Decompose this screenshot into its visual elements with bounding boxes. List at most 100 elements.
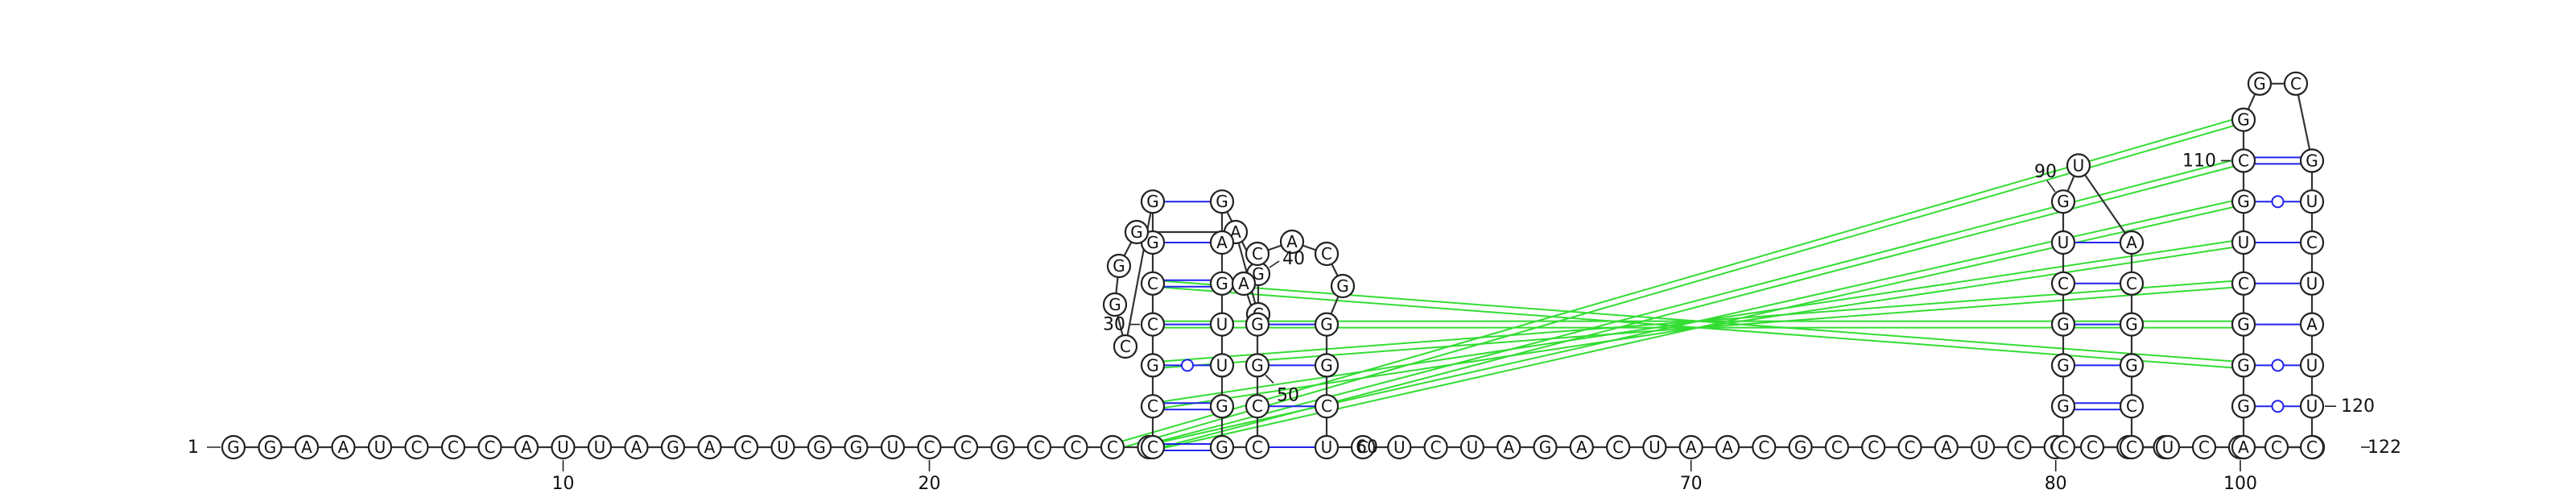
nucleotide: U: [1387, 434, 1412, 460]
nucleotide-circle: [551, 434, 576, 460]
nucleotide-letter: G: [1146, 233, 1159, 252]
nucleotide-circle: [1934, 434, 1959, 460]
nucleotide-circle: [697, 434, 722, 460]
nucleotide-circle: [1752, 434, 1777, 460]
nucleotide-letter: C: [2306, 233, 2318, 252]
nucleotide-circle: [1569, 434, 1594, 460]
nucleotide: C: [2264, 434, 2289, 460]
nucleotide-circle: [2050, 271, 2076, 296]
nucleotide-circle: [953, 434, 979, 460]
nucleotide-circle: [477, 434, 502, 460]
nucleotide: C: [1897, 434, 1922, 460]
nucleotide-letter: G: [2237, 192, 2250, 211]
nucleotide: A: [514, 434, 539, 460]
nucleotide-circle: [2299, 230, 2325, 255]
nucleotide-circle: [2119, 312, 2145, 337]
nucleotide-letter: C: [1120, 337, 1131, 356]
position-number: 50: [1277, 385, 1299, 405]
nucleotide: G: [2231, 312, 2256, 337]
nucleotide: G: [1209, 189, 1235, 214]
nucleotide: A: [2231, 434, 2256, 460]
nucleotide: C: [2231, 148, 2256, 173]
nucleotide-circle: [1824, 434, 1849, 460]
nucleotide-letter: C: [2198, 438, 2210, 457]
position-number: 20: [919, 474, 941, 494]
nucleotide-circle: [2050, 353, 2076, 378]
nucleotide: G: [2231, 189, 2256, 214]
nucleotide: G: [2231, 107, 2256, 132]
nucleotide-circle: [624, 434, 649, 460]
position-number: 110: [2182, 151, 2216, 171]
nucleotide-letter: C: [960, 438, 972, 457]
nucleotide-circle: [2283, 71, 2309, 96]
gu-pair-mark: [2271, 359, 2285, 372]
nucleotide: C: [1140, 394, 1166, 419]
position-number: 90: [2034, 162, 2057, 182]
nucleotide-letter: C: [1107, 438, 1118, 457]
nucleotide-circle: [1715, 434, 1740, 460]
nucleotide-letter: C: [1612, 438, 1624, 457]
nucleotide: U: [880, 434, 906, 460]
nucleotide-circle: [990, 434, 1015, 460]
nucleotide-circle: [2050, 230, 2076, 255]
nucleotide-circle: [2007, 434, 2032, 460]
nucleotide-letter: C: [1430, 438, 1442, 457]
nucleotide: C: [1063, 434, 1088, 460]
nucleotide-letter: C: [1905, 438, 1916, 457]
nucleotide-circle: [1788, 434, 1813, 460]
nucleotide-letter: G: [1252, 264, 1265, 284]
nucleotide-letter: G: [1113, 256, 1125, 276]
nucleotide-circle: [1140, 434, 1166, 460]
nucleotide: C: [2283, 71, 2309, 96]
nucleotide: G: [2050, 353, 2076, 378]
nucleotide-circle: [2119, 271, 2145, 296]
nucleotide-letter: U: [1977, 438, 1989, 457]
nucleotide: C: [1245, 394, 1270, 419]
nucleotide-letter: A: [338, 438, 349, 457]
nucleotide-letter: C: [1147, 396, 1158, 416]
nucleotide-circle: [2299, 271, 2325, 296]
nucleotide-circle: [1314, 312, 1340, 337]
nucleotide-letter: G: [2125, 315, 2138, 334]
nucleotide-letter: C: [924, 438, 935, 457]
nucleotide-circle: [514, 434, 539, 460]
nucleotide-circle: [2231, 353, 2256, 378]
nucleotide-letter: U: [777, 438, 789, 457]
nucleotide-circle: [1245, 434, 1270, 460]
nucleotide-circle: [2119, 230, 2145, 255]
nucleotide-letter: A: [521, 438, 532, 457]
nucleotide-circle: [733, 434, 759, 460]
nucleotide: C: [1314, 241, 1340, 267]
position-number: 10: [552, 474, 575, 494]
nucleotide-circle: [404, 434, 429, 460]
nucleotide-circle: [1100, 434, 1125, 460]
nucleotide-circle: [1330, 273, 1356, 299]
nucleotide-circle: [1209, 312, 1235, 337]
nucleotide-circle: [1314, 394, 1340, 419]
nucleotide-letter: G: [2237, 396, 2250, 416]
nucleotide-circle: [331, 434, 356, 460]
nucleotide-letter: C: [2058, 274, 2069, 293]
nucleotide: C: [2050, 434, 2076, 460]
nucleotide: G: [844, 434, 869, 460]
nucleotide-circle: [1245, 312, 1270, 337]
nucleotide: U: [1459, 434, 1485, 460]
nucleotide-letter: A: [1576, 438, 1587, 457]
nucleotide-letter: G: [2057, 192, 2070, 211]
nucleotide-letter: U: [2306, 396, 2318, 416]
nucleotide-letter: G: [1539, 438, 1552, 457]
nucleotide: A: [1231, 271, 1257, 297]
nucleotide-letter: C: [1252, 438, 1263, 457]
gu-pair-mark: [1181, 359, 1194, 372]
nucleotide: G: [1140, 353, 1166, 378]
nucleotide-letter: G: [227, 438, 240, 457]
nucleotide: A: [1279, 229, 1305, 255]
nucleotide: G: [2050, 312, 2076, 337]
nucleotide: C: [1245, 434, 1270, 460]
backbone-segment: [2294, 83, 2314, 161]
pseudoknot-line: [1112, 122, 2244, 451]
nucleotide-circle: [1245, 353, 1270, 378]
nucleotide-letter: G: [1108, 295, 1121, 314]
nucleotide-circle: [1140, 189, 1166, 214]
nucleotide: G: [2050, 394, 2076, 419]
